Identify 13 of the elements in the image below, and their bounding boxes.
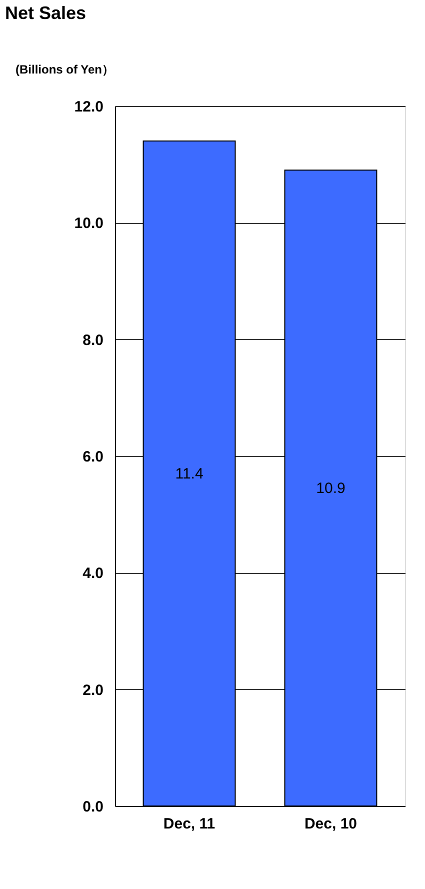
data-label: 11.4 <box>175 466 204 482</box>
y-tick-label: 12.0 <box>74 98 104 116</box>
data-label: 10.9 <box>316 480 346 498</box>
y-tick-label: 10.0 <box>74 215 104 232</box>
x-tick-label: Dec, 10 <box>304 816 358 832</box>
y-tick-label: 0.0 <box>82 798 104 816</box>
y-tick-label: 2.0 <box>82 682 104 699</box>
chart-title: Net Sales <box>5 3 86 23</box>
y-tick-label: 8.0 <box>82 332 104 349</box>
y-tick-label: 4.0 <box>82 565 104 582</box>
y-axis-title: (Billions of Yen） <box>16 62 114 76</box>
x-tick-label: Dec, 11 <box>163 816 216 832</box>
y-tick-label: 6.0 <box>82 448 104 466</box>
